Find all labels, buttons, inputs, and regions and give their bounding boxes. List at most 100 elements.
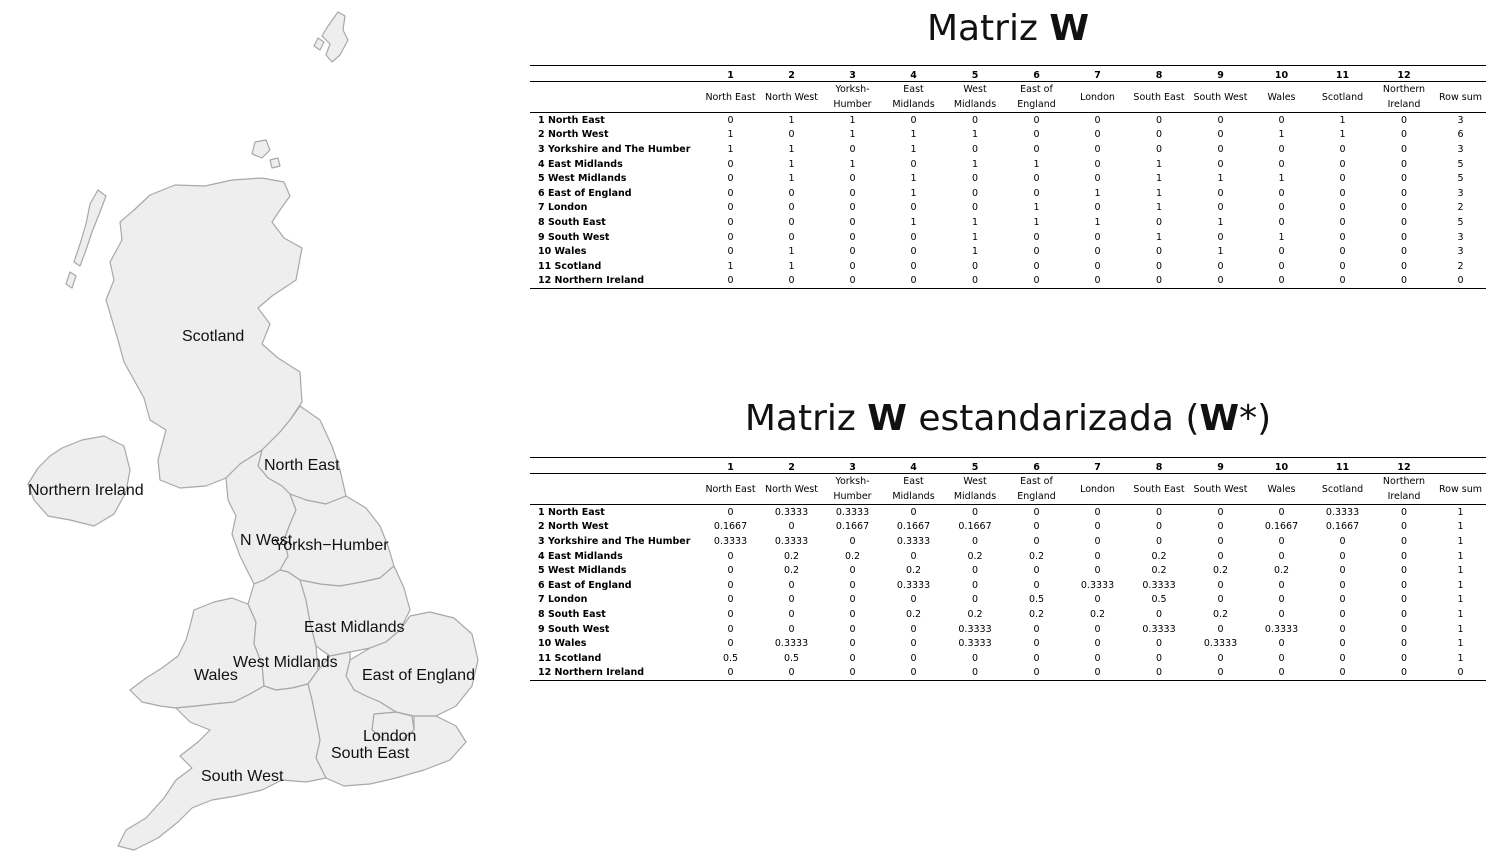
row-name: South East (547, 608, 606, 620)
matrix-cell: 0 (727, 216, 734, 228)
table-row: 4 East Midlands 0 1 1 0 1 1 0 1 0 0 0 0 5 (530, 157, 1486, 172)
matrix-cell: 0 (1339, 608, 1346, 620)
col-name: North West (765, 91, 818, 103)
matrix-cell: 0.2 (1212, 565, 1229, 577)
matrix-cell: 0.3333 (896, 535, 931, 547)
matrix-cell: 1 (971, 231, 979, 243)
matrix-cell: 0 (727, 275, 734, 287)
row-sum-cell: 1 (1457, 638, 1464, 650)
col-num: 6 (1033, 462, 1040, 473)
table-row: 11 Scotland 1 1 0 0 0 0 0 0 0 0 0 0 2 (530, 259, 1486, 274)
matrix-cell: 0 (1094, 231, 1101, 243)
matrix-cell: 0 (727, 608, 734, 620)
row-number: 8 (538, 608, 545, 620)
matrix-cell: 0 (1033, 173, 1040, 185)
matrix-cell: 0 (910, 114, 917, 126)
matrix-cell: 0 (727, 667, 734, 679)
matrix-ws-body: 1 North East 0 0.3333 0.3333 0 0 0 0 0 0 0 0.3333 0 1… (530, 505, 1486, 681)
row-name: Scotland (554, 260, 602, 272)
row-name: East of England (547, 187, 632, 199)
matrix-cell: 1 (849, 129, 856, 141)
shetland-islet (313, 37, 325, 51)
matrix-cell: 0 (1400, 158, 1408, 170)
matrix-cell: 0 (1217, 550, 1224, 562)
matrix-cell: 1 (1155, 173, 1163, 185)
col-num: 6 (1033, 70, 1040, 81)
matrix-cell: 0 (1278, 608, 1285, 620)
row-name: Scotland (554, 652, 602, 664)
matrix-cell: 0.5 (783, 652, 800, 664)
col-num: 7 (1094, 70, 1101, 81)
matrix-cell: 0 (971, 275, 979, 287)
row-label: 3 Yorkshire and The Humber (530, 534, 700, 549)
col-num: 3 (849, 462, 856, 473)
matrix-cell: 0 (1094, 275, 1101, 287)
matrix-cell: 0 (971, 579, 979, 591)
matrix-cell: 0 (1400, 623, 1408, 635)
col-name: London (1080, 91, 1115, 103)
col-name: North East (705, 91, 756, 103)
row-label: 10 Wales (530, 636, 700, 651)
matrix-cell: 0 (910, 594, 917, 606)
col-name: West Midlands (953, 84, 997, 110)
col-num: 2 (788, 462, 795, 473)
matrix-cell: 0 (1400, 114, 1408, 126)
map-label-london: London (363, 728, 416, 745)
matrix-cell: 1 (971, 246, 979, 258)
matrix-cell: 0 (910, 158, 917, 170)
row-sum-cell: 0 (1457, 667, 1464, 679)
matrix-cell: 0.3333 (1142, 623, 1176, 635)
row-number: 9 (538, 231, 545, 243)
matrix-cell: 0 (1155, 216, 1163, 228)
matrix-cell: 0 (1400, 652, 1408, 664)
matrix-cell: 1 (910, 216, 917, 228)
col-num: 9 (1217, 70, 1224, 81)
matrix-cell: 0 (1155, 667, 1163, 679)
matrix-cell: 0 (1278, 187, 1285, 199)
row-label: 4 East Midlands (530, 157, 700, 172)
matrix-cell: 0 (910, 638, 917, 650)
row-sum-cell: 3 (1457, 114, 1464, 126)
matrix-w-body: 1 North East 0 1 1 0 0 0 0 0 0 0 1 0 3 2 North West 1 0 1… (530, 113, 1486, 289)
matrix-cell: 0 (1094, 129, 1101, 141)
matrix-cell: 1 (1155, 202, 1163, 214)
table-row: 4 East Midlands 0 0.2 0.2 0 0.2 0.2 0 0.2 0 0 0 0 1 (530, 549, 1486, 564)
matrix-cell: 0 (1339, 158, 1346, 170)
matrix-cell: 0 (849, 173, 856, 185)
matrix-cell: 0 (1339, 231, 1346, 243)
table-row: 10 Wales 0 1 0 0 1 0 0 0 1 0 0 0 3 (530, 244, 1486, 259)
matrix-cell: 0 (1033, 652, 1040, 664)
matrix-cell: 0 (1217, 143, 1224, 155)
matrix-cell: 0 (1400, 202, 1408, 214)
row-sum-cell: 6 (1457, 129, 1464, 141)
matrix-cell: 0 (1217, 187, 1224, 199)
matrix-cell: 0 (1278, 535, 1285, 547)
matrix-cell: 0 (1278, 114, 1285, 126)
matrix-cell: 1 (1033, 216, 1040, 228)
matrix-cell: 0 (849, 638, 856, 650)
matrix-cell: 0 (1094, 638, 1101, 650)
matrix-cell: 0 (1217, 652, 1224, 664)
table-row: 6 East of England 0 0 0 1 0 0 1 1 0 0 0 0 3 (530, 186, 1486, 201)
matrix-cell: 0 (1155, 143, 1163, 155)
matrix-cell: 0 (910, 246, 917, 258)
matrix-cell: 0 (1094, 114, 1101, 126)
matrix-cell: 0 (1155, 535, 1163, 547)
row-sum-cell: 1 (1457, 535, 1464, 547)
row-name: North East (547, 506, 605, 518)
matrix-cell: 0 (727, 231, 734, 243)
row-sum-cell: 1 (1457, 521, 1464, 533)
matrix-cell: 0 (849, 667, 856, 679)
col-name: North West (765, 483, 818, 495)
row-sum-cell: 5 (1457, 216, 1464, 228)
row-sum-cell: 1 (1457, 579, 1464, 591)
matrix-cell: 0 (1094, 535, 1101, 547)
matrix-cell: 0 (849, 231, 856, 243)
table-row: 8 South East 0 0 0 0.2 0.2 0.2 0.2 0 0.2 0 0 0 1 (530, 607, 1486, 622)
row-label: 1 North East (530, 505, 700, 520)
matrix-cell: 0.1667 (713, 521, 748, 533)
row-name: Northern Ireland (554, 667, 645, 679)
matrix-cell: 1 (910, 187, 917, 199)
col-name: Northern Ireland (1382, 476, 1426, 502)
matrix-cell: 0 (971, 202, 979, 214)
